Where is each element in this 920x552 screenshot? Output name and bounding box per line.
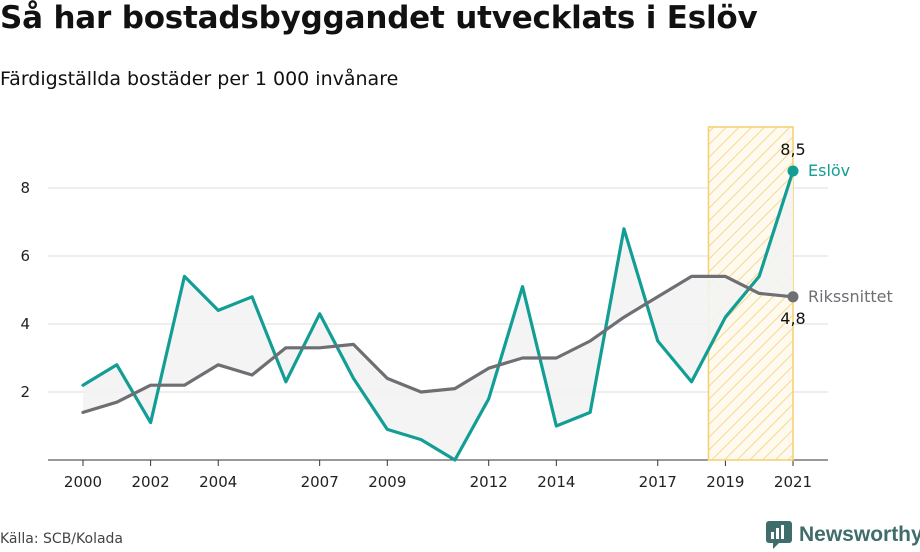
x-tick-label: 2000 — [64, 473, 102, 491]
source-note: Källa: SCB/Kolada — [0, 531, 124, 547]
eslov-end-point — [787, 165, 799, 177]
y-tick-label: 4 — [20, 315, 30, 333]
y-tick-label: 8 — [20, 179, 30, 197]
brand-logo: Newsworthy — [765, 520, 920, 550]
rikssnittet-value-label: 4,8 — [780, 309, 805, 328]
x-tick-label: 2004 — [199, 473, 237, 491]
eslov-line — [81, 169, 795, 462]
rikssnittet-series-label: Rikssnittet — [808, 287, 893, 306]
x-tick-label: 2017 — [639, 473, 677, 491]
x-tick-label: 2014 — [537, 473, 575, 491]
brand-name: Newsworthy — [799, 523, 920, 546]
x-tick-label: 2002 — [132, 473, 170, 491]
x-tick-label: 2012 — [470, 473, 508, 491]
y-tick-label: 2 — [20, 383, 30, 401]
chart-subtitle: Färdigställda bostäder per 1 000 invånar… — [0, 68, 399, 90]
eslov-series-label: Eslöv — [808, 161, 850, 180]
x-tick-label: 2009 — [368, 473, 406, 491]
eslov-value-label: 8,5 — [780, 140, 805, 159]
newsworthy-icon — [766, 521, 792, 549]
gap-area — [83, 171, 793, 460]
x-tick-label: 2019 — [706, 473, 744, 491]
chart-title: Så har bostadsbyggandet utvecklats i Esl… — [0, 0, 758, 36]
rikssnittet-line — [81, 274, 795, 414]
rikssnittet-end-point — [787, 291, 799, 303]
x-tick-label: 2007 — [301, 473, 339, 491]
x-tick-label: 2021 — [774, 473, 812, 491]
y-tick-label: 6 — [20, 247, 30, 265]
